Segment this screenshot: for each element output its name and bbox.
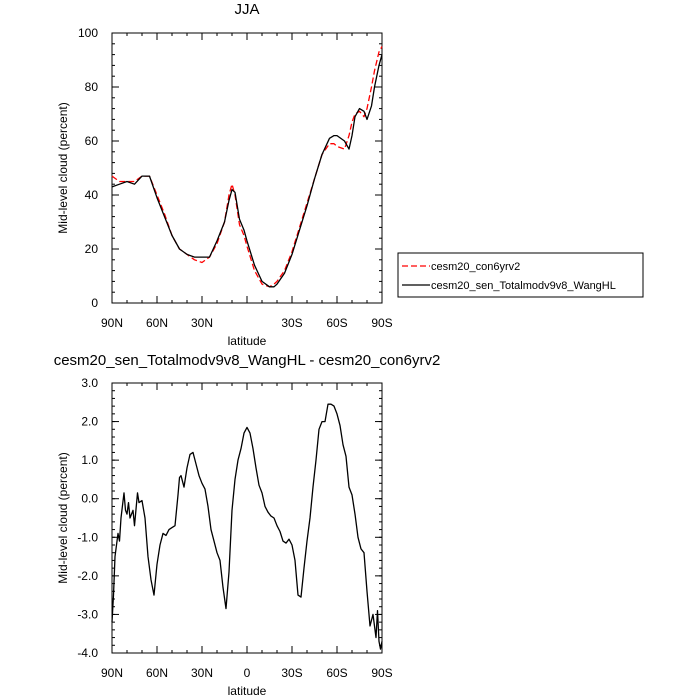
bottom-y-tick-label: -4.0 [77,646,98,660]
bottom-y-axis-label: Mid-level cloud (percent) [56,452,70,583]
bottom-series-line-1 [111,403,383,650]
legend-box [397,252,644,298]
bottom-chart-title: cesm20_sen_Totalmodv9v8_WangHL - cesm20_… [54,352,441,369]
top-x-tick-label: 60S [326,316,347,330]
bottom-x-tick-label: 60S [326,666,347,680]
top-y-tick-label: 20 [85,242,99,256]
bottom-y-tick-label: 3.0 [81,376,98,390]
legend-label-sensitivity: cesm20_sen_Totalmodv9v8_WangHL [431,280,616,292]
bottom-plot-frame [111,382,383,654]
top-plot-frame [111,32,383,304]
bottom-x-tick-label: 90S [371,666,392,680]
bottom-panel: cesm20_sen_Totalmodv9v8_WangHL - cesm20_… [54,352,441,698]
bottom-y-tick-label: 1.0 [81,453,98,467]
top-y-tick-label: 100 [78,26,98,40]
top-x-tick-label: 90N [101,316,123,330]
bottom-y-tick-label: 2.0 [81,415,98,429]
bottom-x-axis-label: latitude [228,684,267,698]
bottom-x-tick-label: 0 [244,666,251,680]
top-x-tick-label: 30S [281,316,302,330]
bottom-y-tick-label: -2.0 [77,569,98,583]
top-chart-title: JJA [234,1,259,18]
bottom-x-tick-label: 30S [281,666,302,680]
bottom-x-tick-label: 60N [146,666,168,680]
legend-label-control: cesm20_con6yrv2 [431,261,520,273]
top-y-tick-label: 0 [91,296,98,310]
top-y-axis-label: Mid-level cloud (percent) [56,102,70,233]
top-series-line-1 [111,46,383,288]
bottom-y-tick-label: 0.0 [81,492,98,506]
bottom-x-tick-label: 30N [191,666,213,680]
bottom-y-tick-label: -3.0 [77,607,98,621]
top-x-axis-label: latitude [228,334,267,348]
bottom-y-tick-label: -1.0 [77,530,98,544]
top-x-tick-label: 90S [371,316,392,330]
top-x-tick-label: 30N [191,316,213,330]
legend: cesm20_con6yrv2 cesm20_sen_Totalmodv9v8_… [397,252,644,298]
top-x-tick-label: 60N [146,316,168,330]
top-panel: JJA 90N 60N 30N 30S 60S 90S 0 20 40 60 80 100 latit… [56,1,393,348]
top-y-tick-label: 80 [85,80,99,94]
top-y-tick-label: 40 [85,188,99,202]
bottom-x-tick-label: 90N [101,666,123,680]
top-y-tick-label: 60 [85,134,99,148]
top-series-line-2 [111,54,383,288]
